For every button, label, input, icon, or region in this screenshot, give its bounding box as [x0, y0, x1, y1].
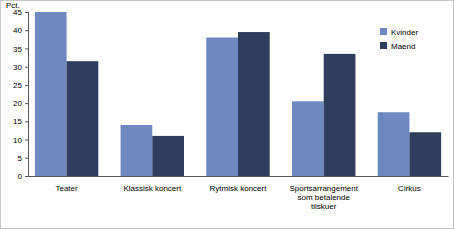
bar: [292, 101, 324, 176]
y-axis-title: Pct.: [6, 1, 20, 10]
bar: [324, 54, 356, 176]
bar: [35, 12, 67, 176]
y-tick-mark: [25, 67, 28, 68]
bars: [35, 12, 441, 176]
y-tick: 0: [18, 172, 28, 181]
legend-item: Maend: [380, 42, 415, 51]
y-tick: 5: [18, 154, 28, 163]
bar: [121, 125, 153, 176]
legend: Kvinder Maend: [380, 28, 418, 51]
y-tick: 15: [13, 117, 28, 126]
y-axis-line: [25, 13, 29, 177]
y-tick: 40: [13, 26, 28, 35]
bar: [238, 32, 270, 176]
x-tick-label: Cirkus: [398, 184, 421, 193]
x-tick: Klassisk koncert: [123, 176, 182, 193]
x-tick-label-line: Sportsarrangement: [289, 184, 358, 193]
x-axis: Teater Klassisk koncert Rytmisk koncert Spo…: [29, 176, 449, 211]
y-tick-mark: [25, 121, 28, 122]
x-tick-label-line: Teater: [55, 184, 78, 193]
bar: [378, 112, 410, 176]
x-tick-label: Teater: [55, 184, 78, 193]
y-tick-label: 25: [13, 81, 22, 90]
y-tick-label: 10: [13, 136, 22, 145]
y-tick-label: 35: [13, 45, 22, 54]
x-tick-label-line: tilskuer: [311, 202, 337, 211]
frame: [1, 1, 454, 229]
y-tick-label: 0: [18, 172, 23, 181]
x-tick-label-line: Rytmisk koncert: [210, 184, 268, 193]
bar: [409, 132, 441, 176]
x-axis-line: [29, 176, 449, 177]
y-tick-label: 30: [13, 63, 22, 72]
y-tick-label: 15: [13, 117, 22, 126]
y-tick-mark: [25, 30, 28, 31]
x-tick: Cirkus: [398, 176, 421, 193]
legend-item: Kvinder: [380, 28, 418, 37]
x-tick-label: Klassisk koncert: [123, 184, 182, 193]
plot: 051015202530354045TeaterKlassisk koncert…: [13, 8, 448, 211]
x-tick: Rytmisk koncert: [210, 176, 268, 193]
y-tick: 30: [13, 63, 28, 72]
legend-swatch: [380, 28, 387, 35]
x-tick-label: Rytmisk koncert: [210, 184, 268, 193]
x-tick-label-line: Klassisk koncert: [123, 184, 182, 193]
y-tick: 35: [13, 45, 28, 54]
y-axis: 051015202530354045: [13, 8, 28, 181]
legend-label: Maend: [391, 42, 415, 51]
x-tick-label-line: Cirkus: [398, 184, 421, 193]
y-tick: 25: [13, 81, 28, 90]
y-tick-label: 40: [13, 26, 22, 35]
x-tick-label-line: som betalende: [297, 193, 350, 202]
chart: 051015202530354045TeaterKlassisk koncert…: [0, 0, 454, 229]
y-tick: 20: [13, 99, 28, 108]
y-tick: 10: [13, 136, 28, 145]
x-tick: Sportsarrangementsom betalendetilskuer: [289, 176, 358, 211]
y-tick-mark: [25, 12, 28, 13]
y-tick-mark: [25, 140, 28, 141]
y-tick-mark: [25, 85, 28, 86]
y-tick-mark: [25, 48, 28, 49]
x-tick: Teater: [55, 176, 78, 193]
y-tick-label: 5: [18, 154, 23, 163]
x-tick-label: Sportsarrangementsom betalendetilskuer: [289, 184, 358, 211]
legend-label: Kvinder: [391, 28, 418, 37]
bar: [67, 61, 99, 176]
y-tick-label: 20: [13, 99, 22, 108]
y-tick-mark: [25, 158, 28, 159]
bar: [206, 38, 238, 176]
y-tick-mark: [25, 176, 28, 177]
bar: [152, 136, 184, 176]
legend-swatch: [380, 42, 387, 49]
y-tick-mark: [25, 103, 28, 104]
